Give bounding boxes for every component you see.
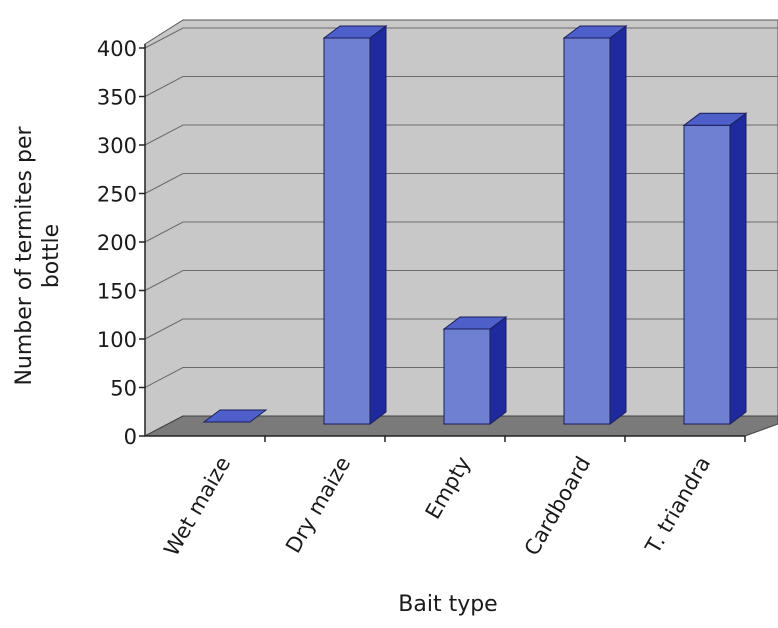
bar-top [682,112,748,126]
x-tick-label: Empty [421,453,476,524]
bar-front [443,328,491,425]
x-axis-title: Bait type [398,592,497,617]
bar [562,25,628,425]
y-axis-title-line2: bottle [39,224,64,288]
bar-top [202,409,268,423]
y-tick-label: 50 [110,377,137,401]
bar-side [369,25,387,425]
bar-side [729,112,747,425]
x-tick-label: Cardboard [520,453,596,560]
bar-top [562,25,628,39]
bar-side [489,316,507,425]
bar [202,409,268,423]
bar-front [323,37,371,425]
bar-front [683,124,731,425]
y-axis-title-line1: Number of termites per [12,126,37,386]
y-tick-label: 250 [97,183,137,207]
bar-top [442,316,508,330]
x-tick-label: Wet maize [159,453,235,561]
y-tick-label: 300 [97,134,137,158]
y-tick-label: 400 [97,37,137,61]
bar [442,316,508,425]
bar-top [322,25,388,39]
x-tick-label: Dry maize [281,453,355,558]
y-tick-label: 0 [124,425,137,449]
axes [139,44,746,442]
x-tick-label: T. triandra [640,453,715,559]
bars [202,25,748,425]
y-tick-label: 150 [97,280,137,304]
bar-side [609,25,627,425]
bar [682,112,748,425]
y-tick-label: 350 [97,86,137,110]
bar-front [563,37,611,425]
bar [322,25,388,425]
y-tick-label: 200 [97,231,137,255]
y-tick-label: 100 [97,328,137,352]
